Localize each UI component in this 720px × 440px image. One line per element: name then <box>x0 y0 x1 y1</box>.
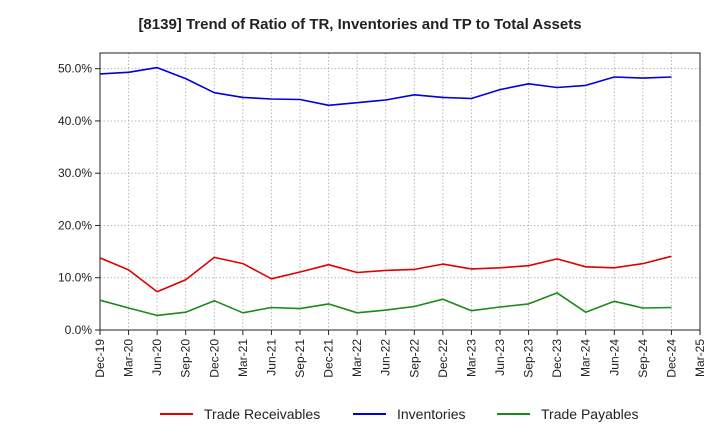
x-tick-label: Mar-24 <box>579 339 593 377</box>
legend-label-trade-payables: Trade Payables <box>541 406 639 422</box>
x-tick-label: Mar-25 <box>693 339 707 377</box>
x-tick-label: Sep-22 <box>407 339 421 378</box>
legend-label-inventories: Inventories <box>397 406 465 422</box>
y-tick-label: 40.0% <box>58 114 92 128</box>
x-tick-label: Dec-21 <box>322 339 336 378</box>
chart-title: [8139] Trend of Ratio of TR, Inventories… <box>138 16 582 33</box>
series-line-inventories <box>99 66 672 107</box>
x-tick-label: Jun-21 <box>264 339 278 376</box>
x-tick-label: Dec-19 <box>93 339 107 378</box>
y-tick-label: 10.0% <box>58 271 92 285</box>
y-tick-label: 20.0% <box>58 218 92 232</box>
legend-label-trade-receivables: Trade Receivables <box>204 406 320 422</box>
x-tick-label: Dec-22 <box>436 339 450 378</box>
x-tick-label: Mar-22 <box>350 339 364 377</box>
series-line-trade-receivables <box>99 255 672 293</box>
x-tick-label: Jun-22 <box>379 339 393 376</box>
x-tick-label: Mar-23 <box>464 339 478 377</box>
x-tick-label: Dec-20 <box>207 339 221 378</box>
x-tick-label: Sep-23 <box>522 339 536 378</box>
x-tick-label: Jun-20 <box>150 339 164 376</box>
x-tick-label: Dec-24 <box>664 339 678 378</box>
x-tick-label: Sep-21 <box>293 339 307 378</box>
y-tick-label: 30.0% <box>58 166 92 180</box>
x-tick-label: Dec-23 <box>550 339 564 378</box>
plot-area-frame <box>99 52 701 331</box>
y-tick-label: 50.0% <box>58 62 92 76</box>
series-line-trade-payables <box>99 292 672 317</box>
x-tick-label: Jun-23 <box>493 339 507 376</box>
x-tick-label: Sep-24 <box>636 339 650 378</box>
y-tick-label: 0.0% <box>65 323 93 337</box>
x-tick-label: Sep-20 <box>179 339 193 378</box>
x-tick-label: Mar-21 <box>236 339 250 377</box>
x-tick-label: Mar-20 <box>122 339 136 377</box>
x-tick-label: Jun-24 <box>607 339 621 376</box>
